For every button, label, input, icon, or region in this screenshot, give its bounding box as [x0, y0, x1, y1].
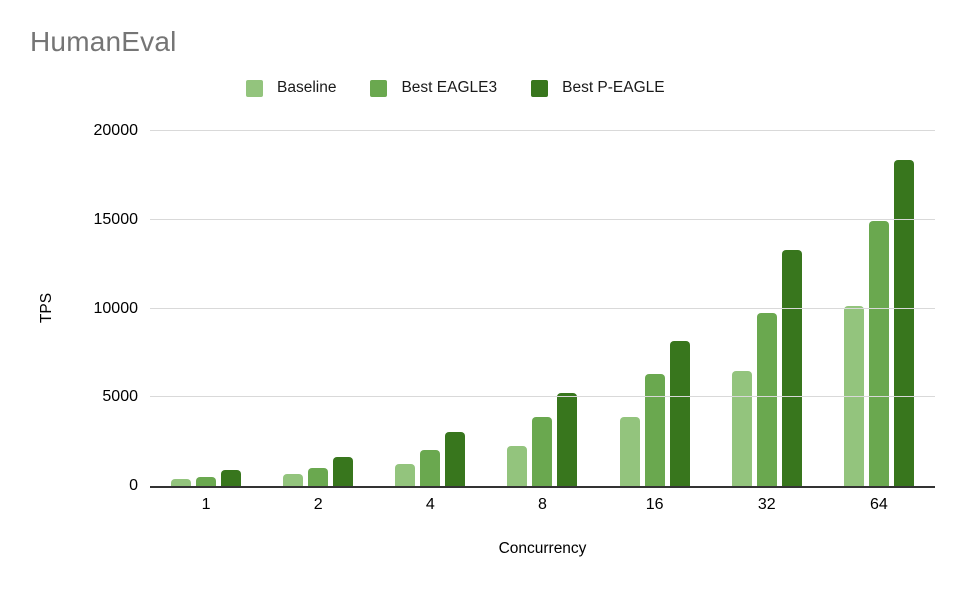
bar-group-8	[486, 131, 598, 486]
chart-title: HumanEval	[30, 26, 177, 57]
legend-item-best-eagle3: Best EAGLE3	[370, 79, 497, 97]
legend-swatch-best-eagle3	[370, 79, 388, 97]
bar-baseline-32	[731, 371, 752, 486]
bar-best-p-eagle-4	[445, 431, 466, 486]
bar-baseline-2	[283, 473, 304, 486]
legend-label: Best P-EAGLE	[562, 79, 665, 96]
bar-best-eagle3-2	[308, 467, 329, 486]
bar-best-eagle3-4	[420, 449, 441, 486]
bar-baseline-16	[619, 417, 640, 486]
bar-best-p-eagle-1	[221, 470, 242, 486]
x-tick-label-1: 1	[201, 496, 211, 513]
bar-group-4	[374, 131, 486, 486]
x-axis-tick-labels: 1 2 4 8 16 32 64	[150, 496, 935, 514]
y-tick-label-15000: 15000	[93, 210, 139, 228]
bar-groups	[150, 131, 935, 486]
bar-best-p-eagle-32	[781, 249, 802, 486]
x-axis-title: Concurrency	[498, 540, 587, 557]
legend-item-best-p-eagle: Best P-EAGLE	[531, 79, 665, 97]
bar-best-p-eagle-8	[557, 392, 578, 486]
bar-best-eagle3-1	[196, 476, 217, 486]
y-tick-label-10000: 10000	[93, 299, 139, 317]
legend-swatch-baseline	[246, 79, 263, 97]
legend-swatch-best-p-eagle	[531, 79, 549, 97]
bar-best-eagle3-16	[644, 374, 665, 486]
y-tick-label-0: 0	[129, 477, 138, 494]
bar-best-eagle3-64	[868, 220, 889, 486]
y-axis-tick-labels: 0 5000 10000 15000 20000	[0, 122, 139, 494]
gridline-15000	[150, 218, 935, 220]
bar-baseline-8	[507, 446, 528, 486]
bar-best-p-eagle-16	[669, 340, 690, 486]
legend: Baseline Best EAGLE3 Best P-EAGLE	[246, 79, 665, 97]
x-tick-label-4: 4	[425, 496, 435, 513]
gridline-10000	[150, 307, 935, 309]
x-tick-label-32: 32	[757, 496, 776, 513]
gridline-5000	[150, 396, 935, 398]
bar-best-p-eagle-64	[893, 160, 914, 486]
bar-baseline-64	[843, 305, 864, 486]
gridline-20000	[150, 130, 935, 131]
plot-area	[150, 130, 935, 488]
bar-group-2	[262, 131, 374, 486]
x-tick-label-2: 2	[313, 496, 323, 513]
y-tick-label-20000: 20000	[93, 122, 139, 139]
x-tick-label-64: 64	[870, 496, 888, 513]
legend-label: Baseline	[277, 79, 337, 96]
bar-best-eagle3-8	[532, 417, 553, 486]
x-tick-label-16: 16	[645, 496, 664, 513]
bar-best-eagle3-32	[756, 313, 777, 486]
bar-group-32	[711, 131, 823, 486]
bar-baseline-1	[171, 478, 192, 486]
bar-baseline-4	[395, 464, 416, 486]
bar-group-16	[599, 131, 711, 486]
bar-group-64	[823, 131, 935, 486]
bar-best-p-eagle-2	[333, 456, 354, 486]
y-tick-label-5000: 5000	[102, 388, 138, 406]
legend-item-baseline: Baseline	[246, 79, 336, 97]
legend-label: Best EAGLE3	[401, 79, 498, 96]
bar-group-1	[150, 131, 262, 486]
x-tick-label-8: 8	[538, 496, 547, 513]
